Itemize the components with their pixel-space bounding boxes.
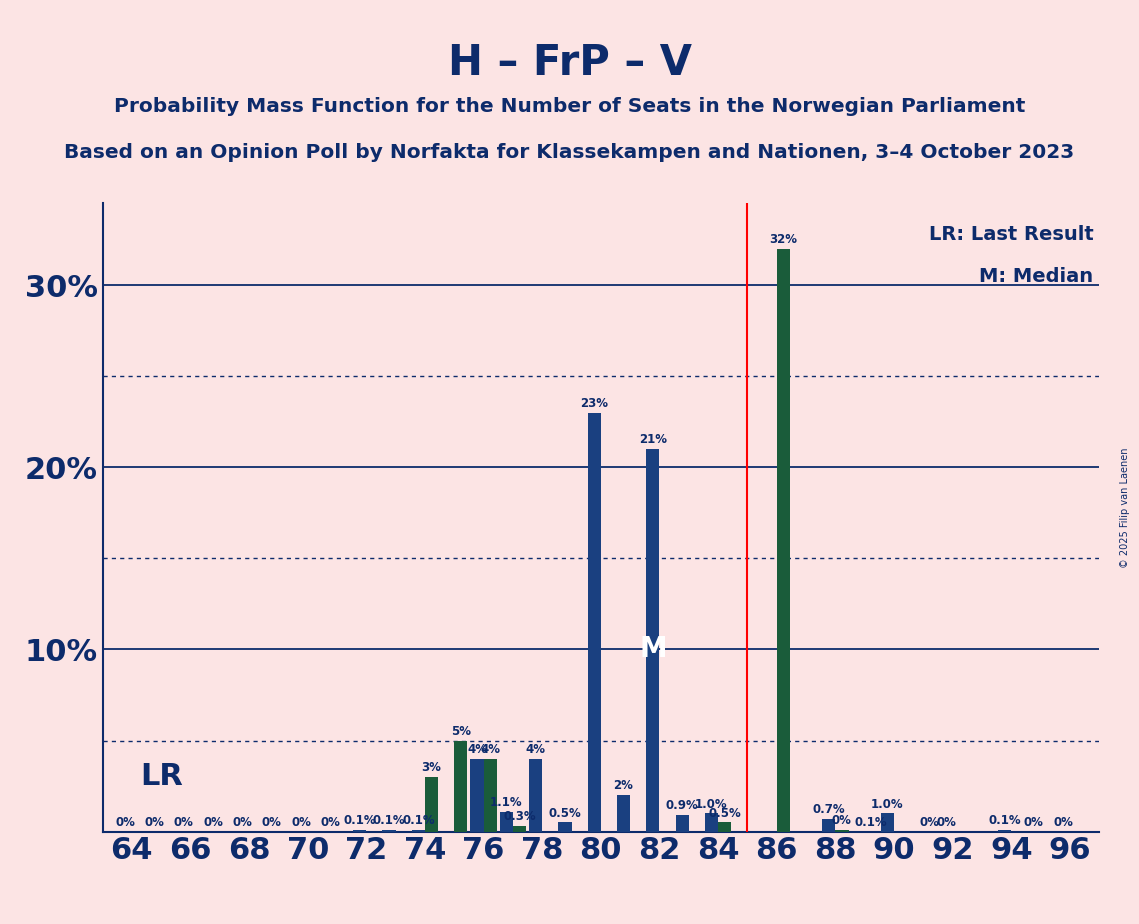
Bar: [513, 826, 526, 832]
Text: 1.0%: 1.0%: [871, 797, 903, 810]
Text: 0%: 0%: [936, 816, 956, 829]
Text: 0.5%: 0.5%: [708, 807, 741, 820]
Text: 5%: 5%: [451, 724, 470, 737]
Bar: [558, 822, 572, 832]
Text: LR: Last Result: LR: Last Result: [928, 225, 1093, 244]
Bar: [998, 830, 1011, 832]
Text: 0%: 0%: [145, 816, 164, 829]
Text: 0.1%: 0.1%: [344, 814, 376, 827]
Bar: [588, 413, 601, 832]
Text: 0%: 0%: [174, 816, 194, 829]
Text: © 2025 Filip van Laenen: © 2025 Filip van Laenen: [1121, 448, 1130, 568]
Text: 23%: 23%: [580, 397, 608, 410]
Text: 0%: 0%: [320, 816, 341, 829]
Text: M: Median: M: Median: [980, 267, 1093, 286]
Text: 0%: 0%: [1024, 816, 1043, 829]
Text: 0.9%: 0.9%: [666, 799, 698, 812]
Text: 32%: 32%: [769, 233, 797, 246]
Text: 0%: 0%: [203, 816, 223, 829]
Text: Probability Mass Function for the Number of Seats in the Norwegian Parliament: Probability Mass Function for the Number…: [114, 97, 1025, 116]
Text: 0%: 0%: [232, 816, 253, 829]
Text: 3%: 3%: [421, 761, 442, 774]
Text: 0.3%: 0.3%: [503, 810, 535, 823]
Text: 4%: 4%: [481, 743, 500, 756]
Text: H – FrP – V: H – FrP – V: [448, 42, 691, 83]
Bar: [454, 740, 467, 832]
Bar: [528, 759, 542, 832]
Text: 0.1%: 0.1%: [855, 816, 887, 829]
Bar: [412, 830, 425, 832]
Text: LR: LR: [140, 762, 183, 792]
Bar: [383, 830, 395, 832]
Text: 0.1%: 0.1%: [372, 814, 405, 827]
Text: 0.7%: 0.7%: [812, 803, 845, 816]
Bar: [646, 449, 659, 832]
Bar: [718, 822, 731, 832]
Bar: [617, 796, 630, 832]
Bar: [880, 813, 894, 832]
Text: 0%: 0%: [115, 816, 136, 829]
Bar: [675, 815, 689, 832]
Text: 0%: 0%: [1054, 816, 1073, 829]
Bar: [500, 811, 513, 832]
Text: Based on an Opinion Poll by Norfakta for Klassekampen and Nationen, 3–4 October : Based on an Opinion Poll by Norfakta for…: [65, 143, 1074, 163]
Text: 2%: 2%: [614, 780, 633, 793]
Text: 1.0%: 1.0%: [695, 797, 728, 810]
Text: 0.1%: 0.1%: [989, 814, 1021, 827]
Text: 0%: 0%: [920, 816, 940, 829]
Bar: [822, 819, 835, 832]
Text: 0%: 0%: [292, 816, 311, 829]
Bar: [425, 777, 439, 832]
Text: 21%: 21%: [639, 433, 666, 446]
Bar: [353, 830, 367, 832]
Bar: [835, 830, 849, 832]
Text: 0%: 0%: [831, 814, 852, 827]
Bar: [484, 759, 497, 832]
Bar: [777, 249, 789, 832]
Text: 0.1%: 0.1%: [402, 814, 435, 827]
Bar: [470, 759, 484, 832]
Text: 0.5%: 0.5%: [549, 807, 581, 820]
Text: 4%: 4%: [467, 743, 487, 756]
Text: 0%: 0%: [262, 816, 281, 829]
Text: 1.1%: 1.1%: [490, 796, 523, 808]
Text: 4%: 4%: [525, 743, 546, 756]
Bar: [705, 813, 718, 832]
Text: M: M: [639, 636, 666, 663]
